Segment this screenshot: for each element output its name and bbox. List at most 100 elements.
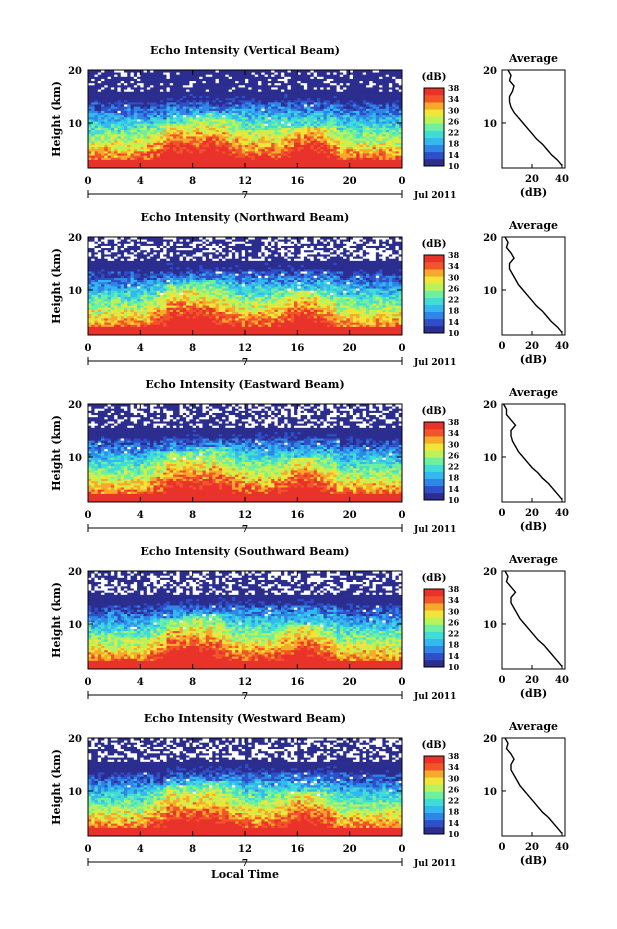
colorbar-segment — [424, 777, 444, 785]
colorbar-segment — [424, 95, 444, 103]
colorbar-tick-label: 38 — [448, 751, 460, 761]
profile-xlabel: (dB) — [520, 687, 547, 700]
x-tick-label: 12 — [238, 176, 252, 187]
colorbar-tick-label: 30 — [448, 105, 460, 115]
colorbar-segment — [424, 422, 444, 430]
profile-title: Average — [508, 52, 558, 65]
x-tick-label: 20 — [343, 677, 357, 688]
profile-line — [504, 737, 563, 834]
profile-x-tick-label: 20 — [525, 508, 539, 519]
colorbar-tick-label: 26 — [448, 450, 460, 460]
profile-x-tick-label: 20 — [525, 341, 539, 352]
profile-frame — [501, 737, 566, 837]
colorbar-segment — [424, 325, 444, 334]
colorbar-segment — [424, 130, 444, 138]
panel-1: Echo Intensity (Northward Beam) 10 20 Heigh… — [50, 211, 569, 368]
colorbar-segment — [424, 283, 444, 291]
x-tick-label: 0 — [85, 677, 92, 688]
x-tick-label: 8 — [189, 844, 196, 855]
x-tick-label: 20 — [343, 343, 357, 354]
colorbar-segment — [424, 610, 444, 618]
colorbar-segment — [424, 443, 444, 451]
colorbar-segment — [424, 819, 444, 828]
x-tick-label: 12 — [238, 343, 252, 354]
colorbar-tick-label: 26 — [448, 784, 460, 794]
panels-group: Echo Intensity (Vertical Beam) 10 20 Height… — [50, 44, 569, 869]
colorbar-tick-label: 30 — [448, 606, 460, 616]
colorbar-segment — [424, 269, 444, 277]
profile-frame — [501, 570, 566, 670]
profile-x-tick-label: 0 — [499, 341, 506, 352]
profile-x-tick-label: 0 — [499, 675, 506, 686]
x-tick-label: 0 — [399, 176, 406, 187]
x-tick-label: 12 — [238, 510, 252, 521]
profile-xlabel: (dB) — [520, 353, 547, 366]
y-tick-label: 10 — [68, 787, 82, 798]
colorbar-tick-label: 14 — [448, 150, 460, 160]
profile-y-tick-label: 10 — [483, 453, 497, 464]
profile-xlabel: (dB) — [520, 854, 547, 867]
panel-title: Echo Intensity (Westward Beam) — [144, 712, 346, 725]
panel-title: Echo Intensity (Southward Beam) — [141, 545, 350, 558]
colorbar-tick-label: 22 — [448, 295, 459, 305]
profile-y-tick-label: 20 — [483, 400, 497, 411]
colorbar-segment — [424, 436, 444, 444]
date-marker: 7 — [242, 859, 248, 869]
colorbar-tick-label: 30 — [448, 439, 460, 449]
colorbar-tick-label: 22 — [448, 462, 459, 472]
colorbar-tick-label: 10 — [448, 829, 460, 839]
profile-title: Average — [508, 386, 558, 399]
date-marker: 7 — [242, 692, 248, 702]
profile-y-tick-label: 10 — [483, 286, 497, 297]
colorbar-tick-label: 10 — [448, 495, 460, 505]
profile-xlabel: (dB) — [520, 520, 547, 533]
y-tick-label: 20 — [68, 734, 82, 745]
date-label: Jul 2011 — [413, 191, 456, 201]
profile-x-tick-label: 40 — [555, 508, 569, 519]
profile-x-tick-label: 40 — [555, 675, 569, 686]
panel-2: Echo Intensity (Eastward Beam) 10 20 Height… — [50, 378, 569, 535]
x-tick-label: 16 — [290, 844, 304, 855]
colorbar-tick-label: 34 — [448, 762, 460, 772]
date-label: Jul 2011 — [413, 525, 456, 535]
profile-title: Average — [508, 553, 558, 566]
panel-4: Echo Intensity (Westward Beam) 10 20 Height… — [50, 712, 569, 869]
x-tick-label: 4 — [137, 677, 144, 688]
colorbar-segment — [424, 262, 444, 270]
profile-line — [504, 236, 563, 333]
colorbar-segment — [424, 123, 444, 131]
colorbar-frame — [423, 421, 445, 501]
colorbar-tick-label: 34 — [448, 595, 460, 605]
y-tick-label: 10 — [68, 620, 82, 631]
colorbar-segment — [424, 659, 444, 668]
y-tick-label: 10 — [68, 286, 82, 297]
colorbar-segment — [424, 276, 444, 284]
y-axis-label: Height (km) — [50, 582, 63, 658]
colorbar-unit: (dB) — [422, 573, 447, 584]
colorbar-segment — [424, 290, 444, 298]
profile-x-tick-label: 40 — [555, 842, 569, 853]
colorbar-segment — [424, 589, 444, 597]
x-tick-label: 12 — [238, 677, 252, 688]
colorbar-tick-label: 26 — [448, 116, 460, 126]
colorbar-tick-label: 14 — [448, 317, 460, 327]
colorbar-frame — [423, 254, 445, 334]
colorbar-segment — [424, 826, 444, 835]
profile-y-tick-label: 20 — [483, 233, 497, 244]
colorbar-segment — [424, 485, 444, 494]
profile-x-tick-label: 40 — [555, 341, 569, 352]
x-tick-label: 8 — [189, 343, 196, 354]
y-axis-label: Height (km) — [50, 248, 63, 324]
profile-x-tick-label: 0 — [499, 508, 506, 519]
colorbar-segment — [424, 318, 444, 327]
colorbar-segment — [424, 784, 444, 792]
panel-3: Echo Intensity (Southward Beam) 10 20 Heigh… — [50, 545, 569, 702]
colorbar-segment — [424, 297, 444, 305]
x-tick-label: 16 — [290, 343, 304, 354]
colorbar-tick-label: 30 — [448, 272, 460, 282]
y-axis-label: Height (km) — [50, 749, 63, 825]
panel-title: Echo Intensity (Northward Beam) — [141, 211, 350, 224]
profile-line — [502, 403, 563, 500]
x-tick-label: 0 — [85, 844, 92, 855]
